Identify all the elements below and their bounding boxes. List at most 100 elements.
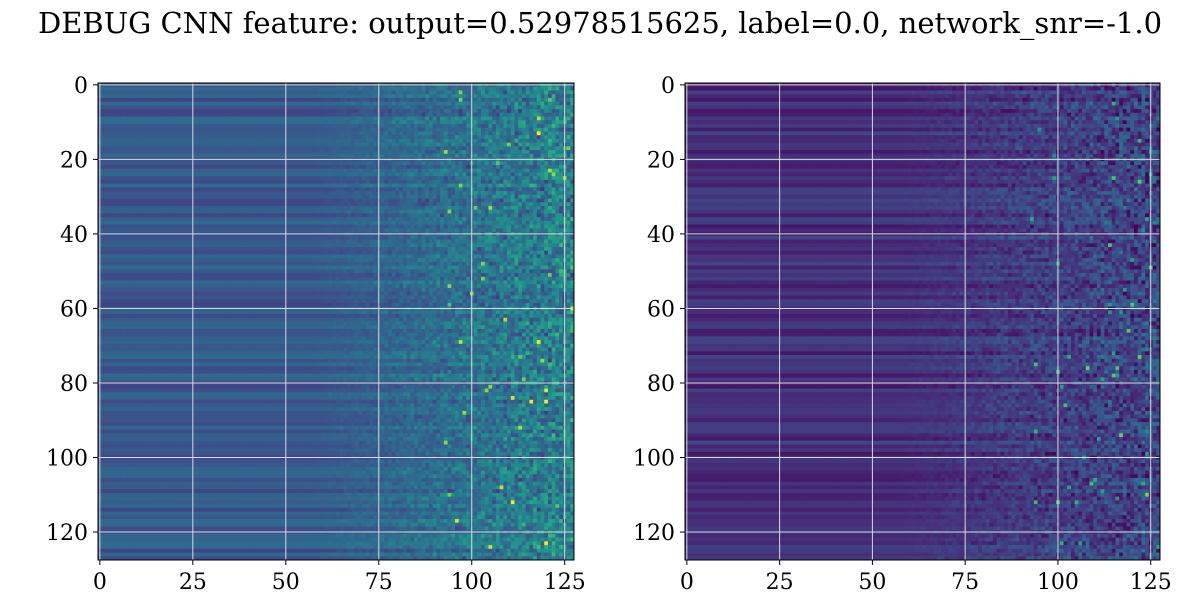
heatmap-cell	[139, 113, 143, 117]
heatmap-cell	[448, 158, 452, 162]
heatmap-cell	[392, 131, 396, 135]
heatmap-cell	[567, 154, 571, 158]
heatmap-cell	[373, 131, 377, 135]
heatmap-cell	[403, 169, 407, 173]
heatmap-cell	[548, 117, 552, 121]
heatmap-cell	[273, 124, 277, 128]
heatmap-cell	[422, 135, 426, 139]
heatmap-cell	[303, 135, 307, 139]
heatmap-cell	[317, 94, 321, 98]
heatmap-cell	[373, 150, 377, 154]
heatmap-cell	[265, 120, 269, 124]
heatmap-cell	[570, 113, 574, 117]
heatmap-cell	[187, 128, 191, 132]
heatmap-cell	[377, 120, 381, 124]
heatmap-cell	[500, 131, 504, 135]
heatmap-cell	[146, 94, 150, 98]
heatmap-cell	[128, 105, 132, 109]
heatmap-cell	[410, 124, 414, 128]
heatmap-cell	[210, 154, 214, 158]
heatmap-cell	[399, 172, 403, 176]
heatmap-cell	[158, 120, 162, 124]
heatmap-cell	[459, 124, 463, 128]
heatmap-cell	[280, 161, 284, 165]
heatmap-cell	[552, 94, 556, 98]
heatmap-cell	[414, 165, 418, 169]
heatmap-cell	[433, 124, 437, 128]
heatmap-cell	[228, 105, 232, 109]
heatmap-cell	[429, 109, 433, 113]
heatmap-cell	[303, 102, 307, 106]
heatmap-cell	[113, 146, 117, 150]
heatmap-cell	[120, 165, 124, 169]
heatmap-cell	[343, 158, 347, 162]
heatmap-cell	[239, 87, 243, 91]
heatmap-cell	[150, 113, 154, 117]
heatmap-cell	[444, 98, 448, 102]
heatmap-cell	[198, 143, 202, 147]
heatmap-cell	[474, 113, 478, 117]
heatmap-cell	[533, 150, 537, 154]
heatmap-cell	[187, 146, 191, 150]
heatmap-cell	[444, 150, 448, 154]
heatmap-cell	[392, 146, 396, 150]
heatmap-cell	[198, 165, 202, 169]
heatmap-cell	[503, 98, 507, 102]
heatmap-cell	[485, 102, 489, 106]
heatmap-cell	[369, 135, 373, 139]
heatmap-cell	[254, 94, 258, 98]
heatmap-cell	[250, 83, 254, 87]
heatmap-cell	[150, 161, 154, 165]
heatmap-cell	[567, 172, 571, 176]
heatmap-cell	[351, 165, 355, 169]
heatmap-cell	[310, 161, 314, 165]
heatmap-cell	[158, 150, 162, 154]
heatmap-cell	[169, 109, 173, 113]
heatmap-cell	[139, 102, 143, 106]
heatmap-cell	[455, 131, 459, 135]
heatmap-cell	[321, 143, 325, 147]
heatmap-cell	[131, 83, 135, 87]
heatmap-cell	[343, 128, 347, 132]
heatmap-cell	[239, 124, 243, 128]
heatmap-cell	[388, 124, 392, 128]
heatmap-cell	[329, 90, 333, 94]
heatmap-cell	[425, 172, 429, 176]
heatmap-cell	[265, 161, 269, 165]
heatmap-cell	[485, 83, 489, 87]
heatmap-cell	[291, 143, 295, 147]
heatmap-cell	[358, 165, 362, 169]
heatmap-cell	[310, 146, 314, 150]
heatmap-cell	[277, 161, 281, 165]
heatmap-cell	[284, 102, 288, 106]
heatmap-cell	[202, 150, 206, 154]
heatmap-cell	[236, 120, 240, 124]
heatmap-cell	[529, 143, 533, 147]
heatmap-cell	[496, 139, 500, 143]
heatmap-cell	[570, 87, 574, 91]
heatmap-cell	[172, 165, 176, 169]
heatmap-cell	[243, 154, 247, 158]
heatmap-cell	[299, 94, 303, 98]
heatmap-cell	[381, 90, 385, 94]
heatmap-cell	[544, 143, 548, 147]
heatmap-cell	[533, 83, 537, 87]
heatmap-cell	[98, 161, 102, 165]
heatmap-cell	[291, 90, 295, 94]
heatmap-cell	[236, 98, 240, 102]
heatmap-cell	[503, 117, 507, 121]
heatmap-cell	[422, 169, 426, 173]
heatmap-cell	[187, 90, 191, 94]
heatmap-cell	[336, 154, 340, 158]
heatmap-cell	[440, 169, 444, 173]
heatmap-cell	[310, 117, 314, 121]
heatmap-cell	[462, 131, 466, 135]
heatmap-cell	[474, 131, 478, 135]
heatmap-cell	[351, 131, 355, 135]
heatmap-cell	[269, 169, 273, 173]
heatmap-cell	[436, 146, 440, 150]
heatmap-cell	[459, 150, 463, 154]
heatmap-cell	[366, 83, 370, 87]
heatmap-cell	[474, 90, 478, 94]
heatmap-cell	[317, 102, 321, 106]
